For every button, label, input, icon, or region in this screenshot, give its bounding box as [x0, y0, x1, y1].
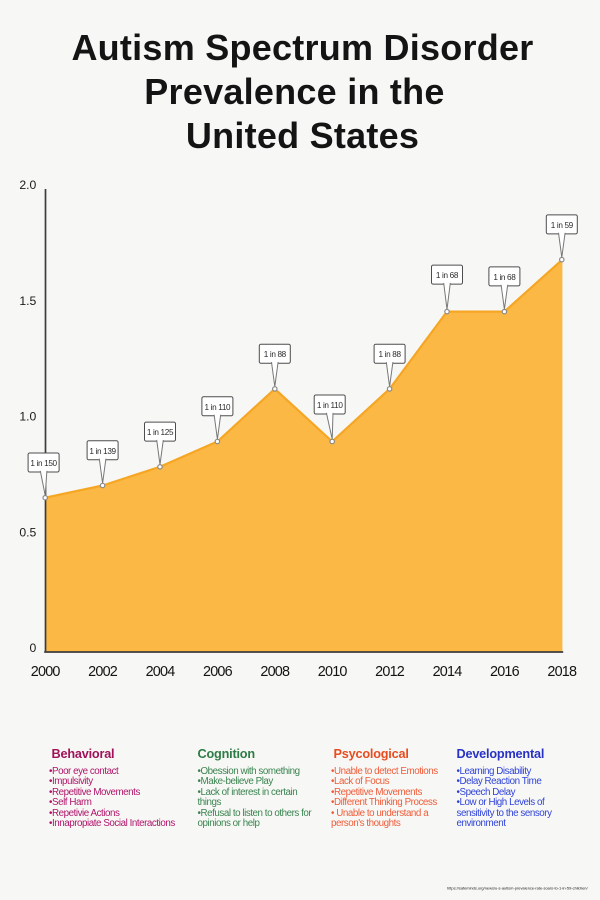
svg-text:2008: 2008: [260, 664, 290, 680]
svg-text:2014: 2014: [433, 664, 463, 680]
svg-text:2012: 2012: [375, 664, 405, 680]
svg-text:2016: 2016: [490, 664, 520, 680]
svg-text:1 in 88: 1 in 88: [264, 350, 287, 359]
svg-text:1 in 125: 1 in 125: [147, 428, 174, 437]
svg-text:1 in 150: 1 in 150: [30, 459, 57, 468]
svg-text:2006: 2006: [203, 664, 233, 680]
svg-text:1.5: 1.5: [19, 294, 36, 308]
svg-text:0.5: 0.5: [19, 525, 36, 539]
svg-text:2000: 2000: [31, 664, 61, 680]
svg-text:1 in 110: 1 in 110: [317, 401, 344, 410]
svg-text:1.0: 1.0: [19, 410, 36, 424]
svg-text:1 in 139: 1 in 139: [89, 447, 116, 456]
svg-text:2002: 2002: [88, 664, 118, 680]
svg-text:2.0: 2.0: [19, 178, 36, 192]
svg-text:2018: 2018: [547, 664, 577, 680]
svg-text:2004: 2004: [146, 664, 176, 680]
svg-text:1 in 59: 1 in 59: [551, 221, 574, 230]
svg-text:1 in 68: 1 in 68: [493, 273, 516, 282]
svg-text:2010: 2010: [318, 664, 348, 680]
svg-text:1 in 68: 1 in 68: [436, 271, 459, 280]
svg-text:1 in 110: 1 in 110: [205, 403, 232, 412]
svg-text:1 in 88: 1 in 88: [379, 350, 402, 359]
svg-text:0: 0: [30, 641, 37, 655]
